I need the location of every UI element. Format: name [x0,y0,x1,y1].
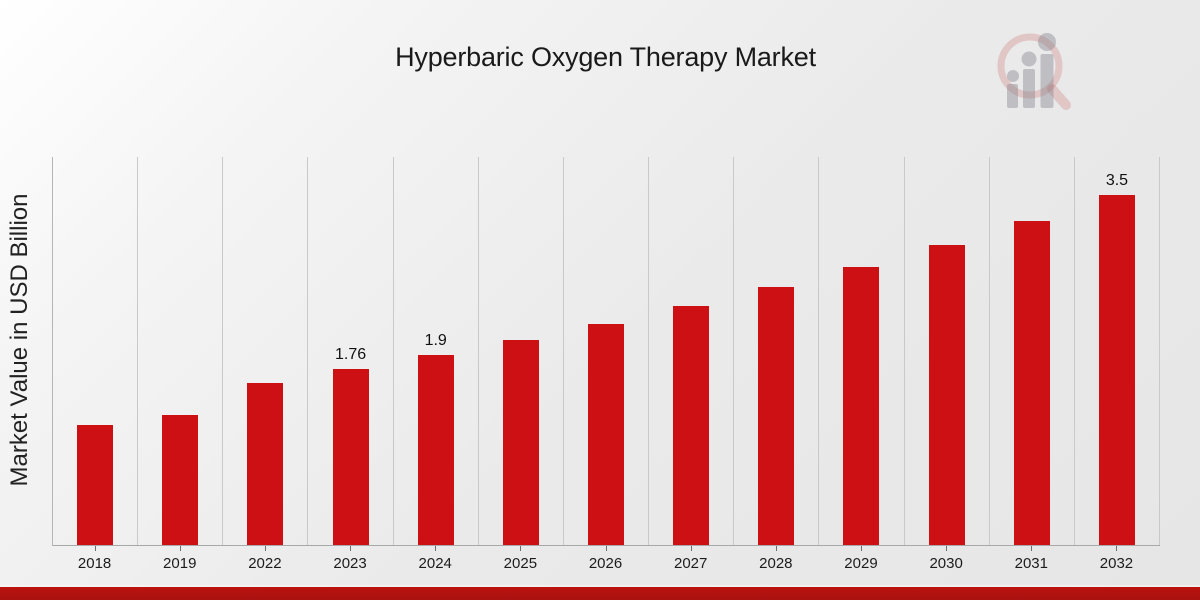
x-slot-2028: 2028 [733,546,818,588]
bar-slot-2030 [905,157,990,545]
bar-slot-2031 [990,157,1075,545]
x-tick-mark [1116,546,1118,551]
x-tick-label-2030: 2030 [929,555,963,572]
x-tick-label-2031: 2031 [1014,555,1048,572]
x-slot-2022: 2022 [222,546,307,588]
x-tick-label-2032: 2032 [1099,555,1134,572]
bar-2029 [843,267,880,545]
x-slot-2019: 2019 [137,546,222,588]
chart-title: Hyperbaric Oxygen Therapy Market [395,42,816,72]
x-tick-mark [350,546,352,551]
x-slot-2024: 2024 [393,546,478,588]
bar-2023 [332,369,369,545]
bar-slot-2028 [734,157,820,545]
bar-2019 [162,415,199,545]
bar-slot-2026 [564,157,650,545]
bar-2032 [1098,195,1135,545]
y-axis-title: Market Value in USD Billion [6,193,33,487]
x-tick-mark [94,546,96,551]
bar-slot-2018 [53,157,139,545]
x-tick-label-2025: 2025 [503,555,538,572]
x-slot-2025: 2025 [478,546,563,588]
x-tick-mark [435,546,437,551]
x-slot-2018: 2018 [52,546,137,588]
bar-2018 [77,425,114,545]
x-tick-mark [860,546,862,551]
x-slot-2032: 2032 [1074,546,1159,588]
x-tick-label-2018: 2018 [77,555,112,572]
x-slot-2026: 2026 [563,546,648,588]
bar-value-label-2024: 1.9 [424,332,447,349]
bar-value-label-2023: 1.76 [334,346,367,363]
bar-slot-2025 [479,157,564,545]
bar-2026 [588,324,625,545]
x-tick-mark [690,546,692,551]
bar-2030 [928,245,965,545]
x-tick-mark [946,546,948,551]
x-slot-2029: 2029 [818,546,903,588]
x-slot-2023: 2023 [307,546,392,588]
x-tick-mark [1031,546,1033,551]
x-tick-mark [775,546,777,551]
x-slot-2030: 2030 [904,546,989,588]
x-slot-2031: 2031 [989,546,1074,588]
bar-slot-2027 [649,157,735,545]
bar-slot-2032: 3.5 [1075,157,1161,545]
bar-slot-2024: 1.9 [394,157,479,545]
bar-value-label-2032: 3.5 [1105,172,1129,189]
plot-area: 1.76 1.9 3.5 [52,157,1161,546]
x-tick-label-2022: 2022 [248,555,282,572]
x-tick-label-2029: 2029 [844,555,878,572]
x-tick-mark [264,546,266,551]
x-tick-label-2027: 2027 [673,555,708,572]
x-axis: 2018 2019 2022 2023 2024 2025 2026 2027 2028 2029… [52,546,1159,588]
x-tick-label-2028: 2028 [759,555,793,572]
bottom-strip-highlight [0,585,1200,587]
x-tick-mark [605,546,607,551]
x-slot-2027: 2027 [648,546,733,588]
bar-2028 [758,287,795,545]
x-tick-mark [179,546,181,551]
x-tick-label-2026: 2026 [588,555,623,572]
x-tick-mark [520,546,522,551]
bar-slot-2022 [223,157,309,545]
bar-slot-2029 [819,157,905,545]
bottom-accent-bar [0,587,1200,600]
x-tick-label-2023: 2023 [333,555,367,572]
magnifier-bar-chart-logo-icon [997,33,1071,110]
bar-2024 [417,355,454,545]
bar-2022 [247,383,284,545]
bar-2031 [1013,221,1050,545]
x-tick-label-2024: 2024 [418,555,452,572]
bar-slot-2023: 1.76 [308,157,394,545]
bar-2027 [673,306,710,545]
bar-slot-2019 [138,157,224,545]
x-tick-label-2019: 2019 [163,555,197,572]
bar-2025 [502,340,539,545]
